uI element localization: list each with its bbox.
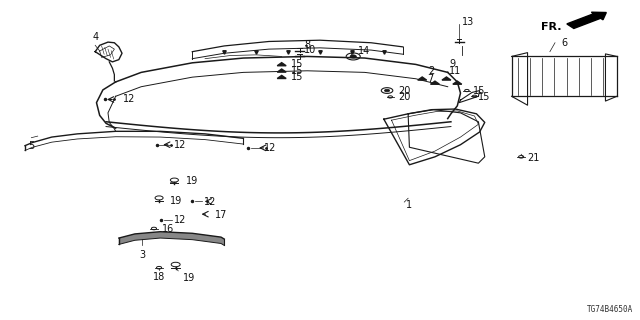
Text: 6: 6 [561,38,568,48]
Text: 16: 16 [162,223,174,234]
Circle shape [350,55,356,58]
Polygon shape [277,76,286,78]
Text: 5: 5 [28,141,35,151]
Text: 14: 14 [358,46,371,56]
Text: 15: 15 [473,85,486,96]
Text: 10: 10 [304,45,316,55]
Polygon shape [277,63,286,66]
Text: 19: 19 [186,176,198,186]
Text: 18: 18 [153,272,165,282]
Text: 15: 15 [478,92,491,102]
Text: 12: 12 [204,197,216,207]
Polygon shape [442,77,451,80]
FancyArrow shape [567,12,606,28]
Text: 12: 12 [174,215,187,225]
Text: 7: 7 [428,74,433,84]
Circle shape [385,89,390,92]
Text: 15: 15 [291,60,303,69]
Text: 9: 9 [449,60,455,69]
Text: 4: 4 [92,32,99,42]
Text: 15: 15 [291,72,303,82]
Text: 12: 12 [264,143,276,153]
Text: 1: 1 [406,200,412,210]
Text: 15: 15 [291,66,303,76]
Text: 13: 13 [462,17,474,28]
Polygon shape [453,81,462,84]
Text: 11: 11 [449,67,461,76]
Polygon shape [119,232,224,245]
Text: 2: 2 [429,67,435,76]
Text: 8: 8 [304,40,310,50]
Polygon shape [277,69,286,72]
Text: FR.: FR. [541,22,561,32]
Text: TG74B4650A: TG74B4650A [587,305,633,314]
Text: 17: 17 [215,210,228,220]
Text: 20: 20 [398,92,410,102]
Polygon shape [431,81,440,84]
Text: 12: 12 [124,94,136,104]
Text: 3: 3 [140,250,145,260]
Text: 12: 12 [174,140,187,150]
Text: 19: 19 [170,196,182,206]
Text: 20: 20 [398,85,410,96]
Polygon shape [418,77,427,80]
Text: 21: 21 [527,153,540,164]
Text: 19: 19 [182,273,195,283]
